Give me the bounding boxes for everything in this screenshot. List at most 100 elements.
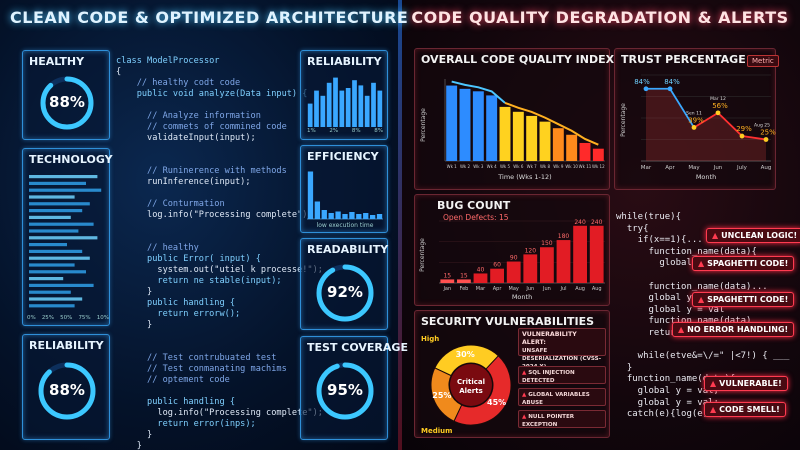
technology-bar: [29, 188, 102, 192]
technology-bar: [29, 215, 71, 219]
clean-code-block: class ModelProcessor{ // healthy codt co…: [116, 56, 323, 450]
technology-bar: [29, 195, 75, 199]
readability-ring: 92%: [313, 261, 377, 325]
quality-ylabel: Percentage: [420, 108, 427, 142]
quality-x-tick: Wk 12: [592, 164, 605, 169]
trust-point: [763, 137, 769, 142]
pie-center-label: Alerts: [459, 387, 483, 395]
readability-value: 92%: [327, 283, 363, 301]
code-line: }: [116, 441, 142, 450]
code-line: [116, 232, 323, 243]
quality-x-tick: Wk 1: [447, 164, 458, 169]
quality-x-tick: Wk 4: [487, 164, 498, 169]
vulnerability-item-text: GLOBAL VARIABLES ABUSE: [522, 392, 590, 406]
pie-slice-label: 25%: [432, 391, 451, 400]
trust-annotation: Mar 12: [710, 96, 726, 102]
bug-data-label: 60: [493, 262, 501, 269]
code-line: validateInput(input);: [116, 133, 256, 143]
trust-xlabel: Month: [696, 173, 716, 181]
code-line: // healthy: [116, 243, 199, 253]
pie-legend-high: High: [421, 335, 439, 343]
trust-x-tick: Mar: [641, 165, 652, 171]
bug-x-tick: Jun: [525, 286, 534, 292]
code-line: function_name(data)...: [616, 281, 768, 292]
code-line: system.out("utiel k processe!");: [116, 265, 323, 275]
trust-point: [715, 110, 721, 116]
technology-bar: [29, 290, 71, 294]
code-line: return ne stable(input);: [116, 276, 282, 286]
code-line: [116, 331, 323, 342]
trust-panel: TRUST PERCENTAGE Metric Percentage 84% Mar…: [614, 48, 779, 190]
bug-data-label: 15: [460, 272, 468, 279]
technology-axis-tick: 75%: [78, 315, 91, 321]
reliability-ring-panel: RELIABILITY 88%: [22, 334, 110, 440]
reliability-left-label: RELIABILITY: [29, 339, 104, 352]
code-line: return error(inps);: [116, 419, 256, 429]
quality-trend-blue: [451, 80, 506, 104]
pie-center: [450, 364, 492, 406]
quality-x-tick: Wk 3: [473, 164, 484, 169]
bug-bar: [573, 225, 587, 283]
reliability-bar: [320, 95, 326, 127]
code-line: // Analyze information: [116, 111, 261, 121]
reliability-axis-tick: 1%: [307, 128, 316, 134]
technology-bar: [29, 270, 86, 274]
efficiency-bar: [342, 214, 348, 219]
reliability-bar: [377, 90, 383, 127]
quality-index-title: OVERALL CODE QUALITY INDEX: [421, 53, 615, 66]
efficiency-bar: [376, 214, 383, 219]
reliability-bar: [371, 82, 376, 127]
bug-x-tick: May: [509, 286, 519, 292]
quality-bar: [499, 106, 511, 161]
bug-x-tick: Jul: [559, 286, 566, 292]
reliability-axis-tick: 8%: [351, 128, 361, 134]
code-line: }: [116, 430, 153, 440]
efficiency-bar: [335, 211, 341, 219]
bug-count-title: BUG COUNT: [437, 199, 511, 212]
trust-x-tick: July: [736, 165, 748, 171]
center-divider: [398, 0, 402, 450]
bug-bar: [440, 279, 455, 283]
bug-count-subtitle: Open Defects: 15: [443, 213, 509, 222]
vulnerability-item-text: NULL POINTER EXCEPTION: [522, 414, 575, 428]
bug-x-tick: Jun: [542, 286, 551, 292]
code-line: // Runinerence with methods: [116, 166, 287, 176]
code-line: class ModelProcessor: [116, 56, 220, 66]
technology-bar: [29, 304, 75, 308]
quality-x-tick: Wk 11: [579, 164, 592, 169]
quality-x-tick: Wk 10: [565, 164, 578, 169]
bug-x-tick: Apr: [493, 286, 503, 292]
efficiency-bar: [328, 213, 334, 219]
vulnerability-item: ▲ GLOBAL VARIABLES ABUSE: [518, 388, 606, 406]
trust-data-label: 84%: [664, 78, 680, 86]
metric-badge: Metric: [747, 55, 779, 67]
code-line: }: [116, 287, 153, 297]
quality-xlabel: Time (Wks 1-12): [497, 173, 551, 181]
vulnerability-alert-box: VULNERABILITY ALERT: UNSAFE DESERIALIZAT…: [518, 328, 606, 370]
bug-bar: [540, 247, 554, 283]
technology-bar: [29, 202, 90, 206]
reliability-right-label: RELIABILITY: [307, 55, 382, 68]
bug-data-label: 240: [591, 219, 603, 226]
quality-bar: [512, 111, 524, 161]
technology-axis-tick: 50%: [60, 315, 73, 321]
reliability-bar: [339, 90, 345, 127]
trust-annotation: Aug 25: [754, 123, 770, 129]
healthy-label: HEALTHY: [29, 55, 85, 68]
bug-x-tick: Feb: [459, 286, 468, 292]
reliability-bar: [326, 82, 332, 127]
reliability-axis: 1% 2% 8% 8%: [307, 128, 383, 134]
bug-bar: [473, 273, 488, 283]
healthy-ring: 88%: [37, 73, 97, 133]
trust-x-tick: Jun: [713, 165, 723, 171]
code-line: // Test conmanating machims: [116, 364, 287, 374]
code-line: // healthy codt code: [116, 78, 241, 88]
code-line: // commets of commined code: [116, 122, 287, 132]
code-line: try{: [616, 223, 649, 234]
trust-data-label: 29%: [736, 125, 752, 133]
quality-trend-red: [504, 101, 599, 146]
trust-point: [643, 86, 649, 92]
readability-panel: READABILITY 92%: [300, 238, 388, 330]
